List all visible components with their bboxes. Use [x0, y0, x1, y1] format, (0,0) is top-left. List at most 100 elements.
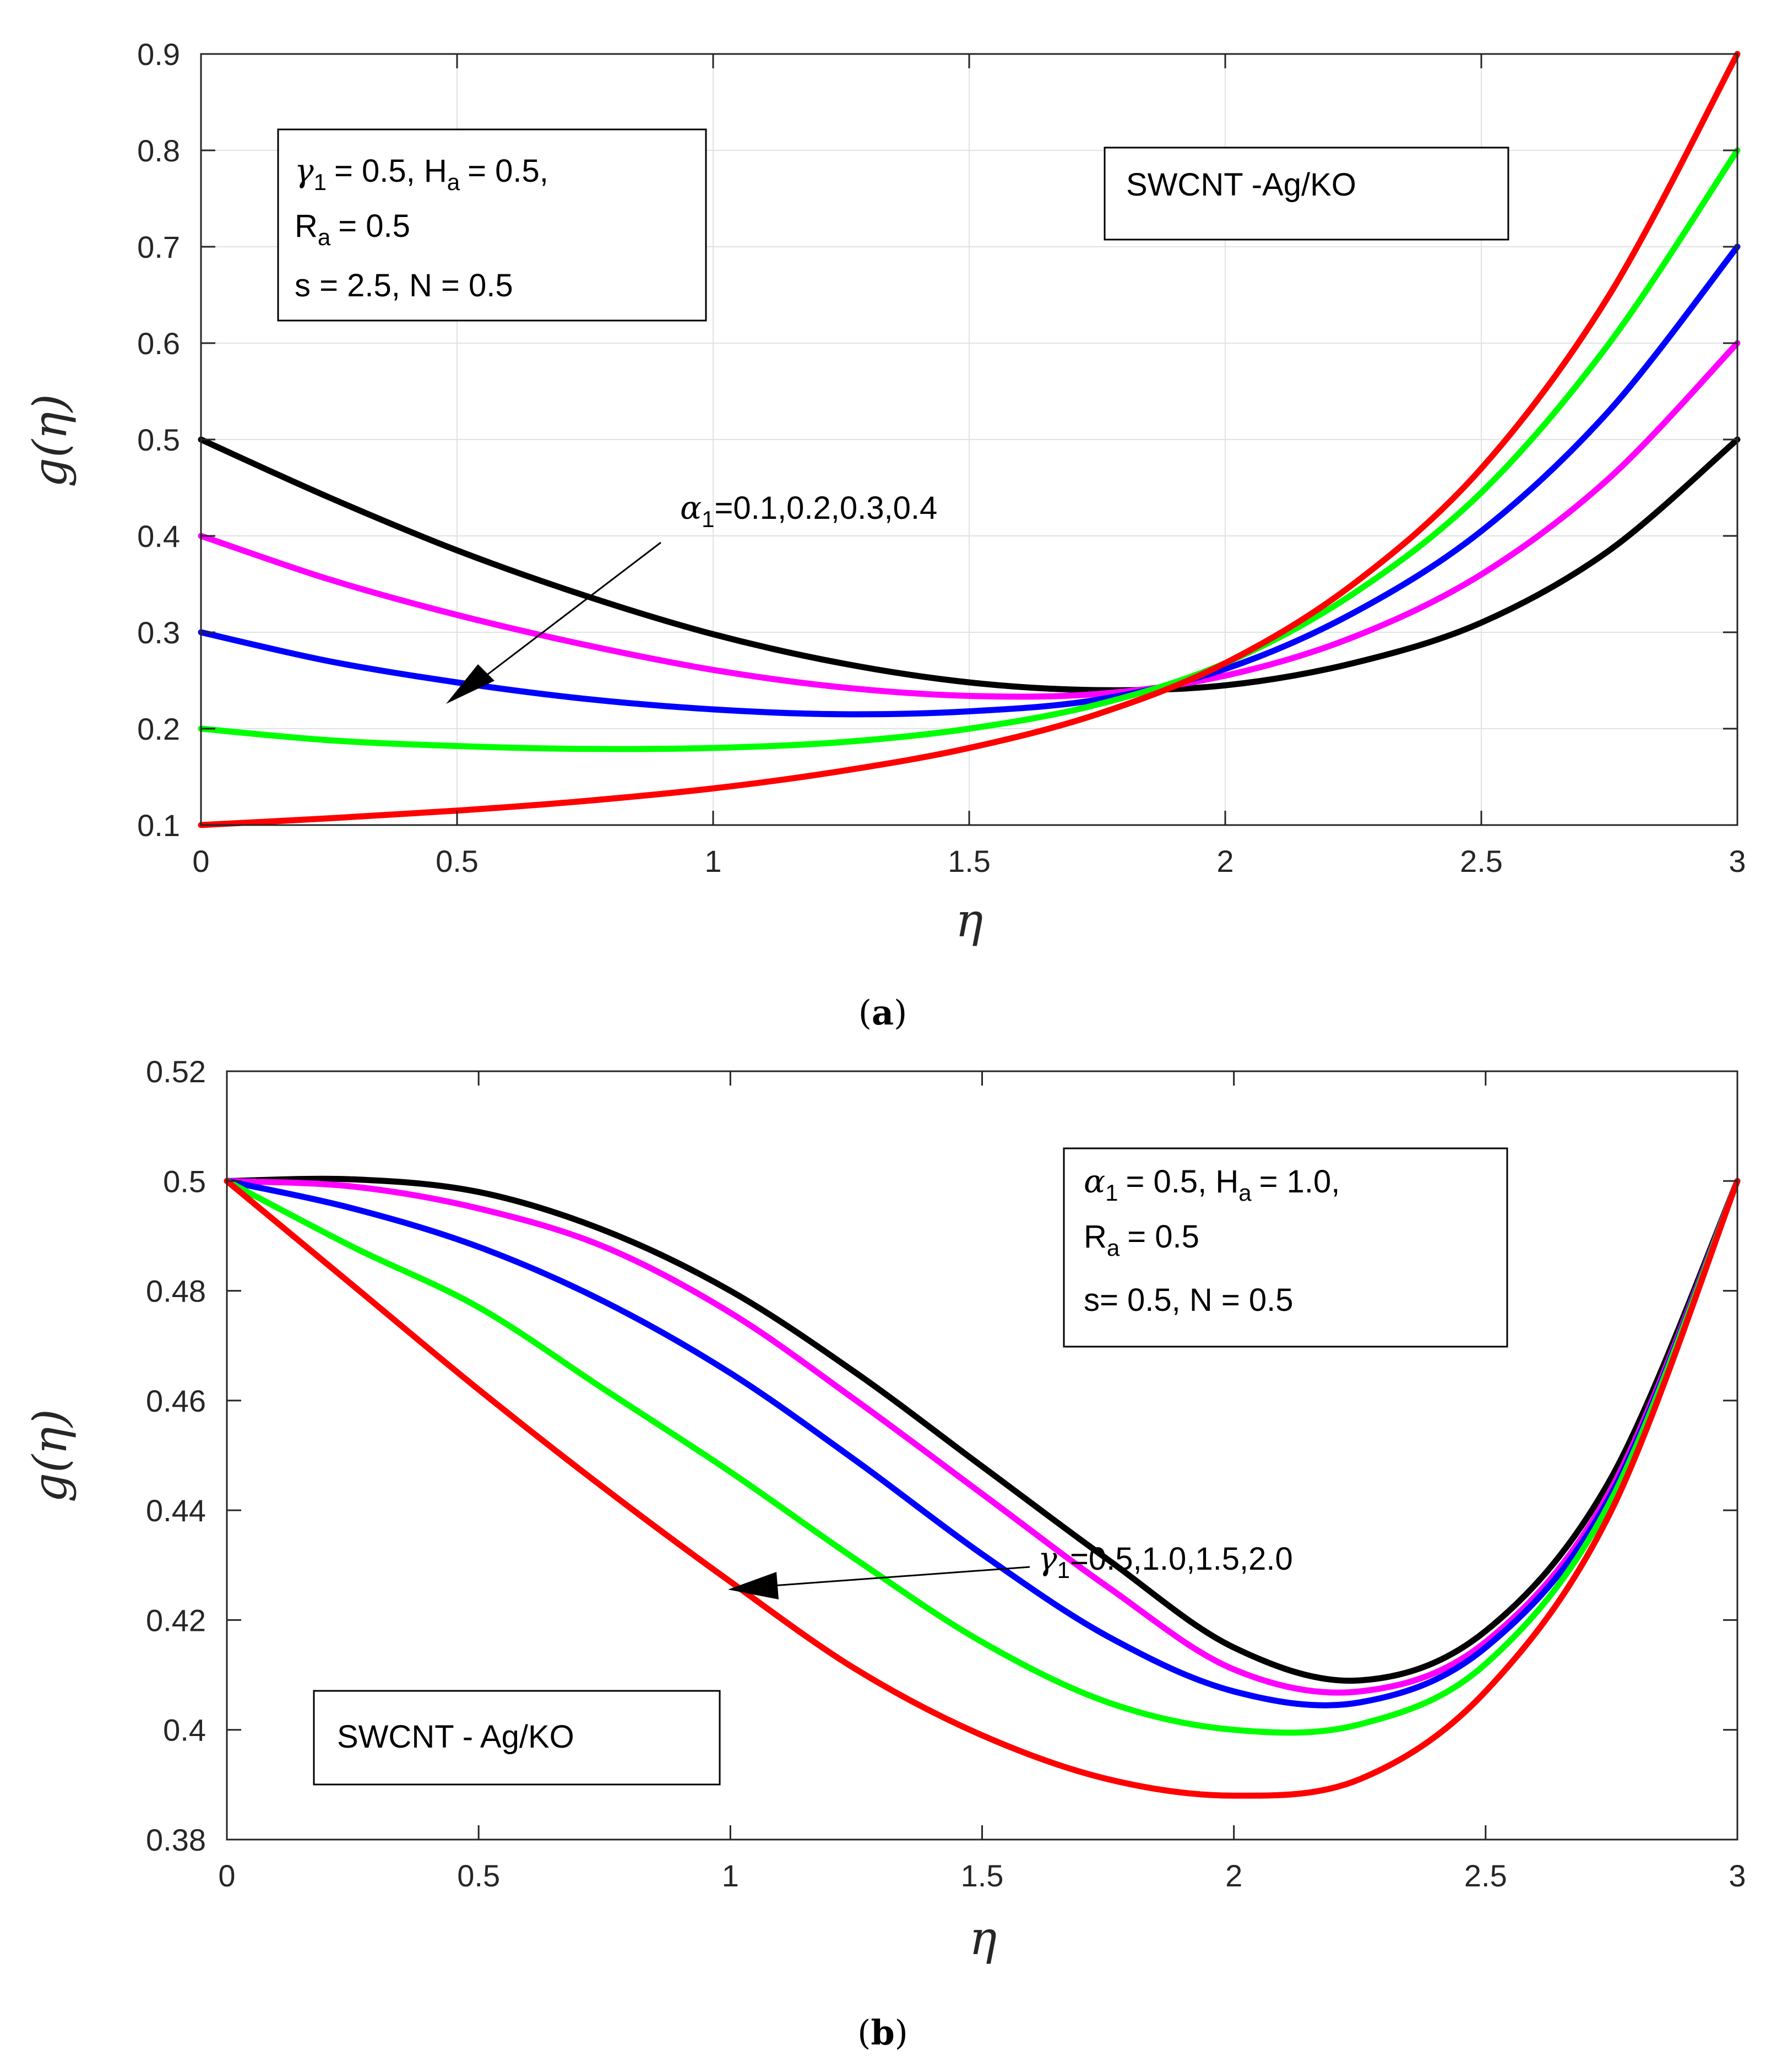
ticks-a: 0 0.5 1 1.5 2 2.5 3 0.1 0.2 0.3 0.4 0.5 0.6 0.7 0.8 0.9 — [137, 37, 1746, 878]
y-tick-label: 0.46 — [146, 1384, 206, 1418]
params-b-alpha-subscript: 1 — [1105, 1180, 1118, 1206]
material-box-b-frame — [313, 1690, 721, 1786]
params-b-r-subscript: a — [1107, 1235, 1120, 1261]
material-box-a: SWCNT -Ag/KO — [1104, 147, 1509, 241]
params-b-line1: α1 = 0.5, Ha = 1.0, — [1084, 1163, 1340, 1206]
params-box-b-frame — [1063, 1147, 1508, 1348]
params-a-line2: Ra = 0.5 — [295, 208, 410, 250]
material-label-b: SWCNT - Ag/KO — [337, 1719, 574, 1755]
params-a-line2-tail: = 0.5 — [338, 208, 410, 244]
x-tick-label: 3 — [1729, 1858, 1746, 1893]
x-axis-label-b: η — [969, 1911, 997, 1965]
annotation-a-subscript: 1 — [702, 506, 714, 532]
annotation-b-symbol: γ — [1038, 1540, 1057, 1577]
series-line-b-4 — [224, 1178, 1741, 1736]
series-line-a-4 — [198, 147, 1741, 752]
x-tick-label: 1 — [704, 844, 721, 878]
caption-b-letter: b — [871, 2013, 894, 2053]
y-tick-label: 0.6 — [137, 326, 180, 361]
ticks-b: 0 0.5 1 1.5 2 2.5 3 0.38 0.4 0.42 0.44 0.46 0.48 0.5 0… — [146, 1054, 1746, 1893]
x-tick-label: 0.5 — [436, 844, 479, 878]
y-tick-label: 0.9 — [137, 37, 180, 72]
x-tick-label: 2.5 — [1460, 844, 1503, 878]
series-line-a-5 — [198, 51, 1741, 828]
params-a-gamma-symbol: γ — [295, 152, 314, 189]
x-tick-label: 0 — [218, 1858, 235, 1893]
params-b-line2: Ra = 0.5 — [1084, 1219, 1199, 1261]
x-tick-label: 3 — [1729, 844, 1746, 878]
annotation-b-arrow-head — [728, 1572, 779, 1599]
y-tick-label: 0.2 — [137, 712, 180, 746]
series-line-b-1 — [224, 1175, 1741, 1684]
params-b-line3: s= 0.5, N = 0.5 — [1084, 1282, 1293, 1318]
annotation-b-text: γ1=0.5,1.0,1.5,2.0 — [1038, 1540, 1293, 1583]
params-b-r-symbol: R — [1084, 1219, 1107, 1255]
series-lines-a — [198, 51, 1741, 828]
chart-panel-a: 0 0.5 1 1.5 2 2.5 3 0.1 0.2 0.3 0.4 0.5 0.6 0.7 0.8 0.9… — [23, 37, 1746, 1033]
y-tick-label: 0.7 — [137, 230, 180, 264]
params-a-r-subscript: a — [318, 224, 331, 250]
params-box-a-frame — [277, 128, 707, 322]
params-box-a: γ1 = 0.5, Ha = 0.5, Ra = 0.5 s = 2.5, N = 0… — [277, 128, 707, 322]
params-a-line1-tail: = 0.5, — [468, 153, 548, 189]
params-a-line3: s = 2.5, N = 0.5 — [295, 268, 513, 303]
annotation-a-text: α1=0.1,0.2,0.3,0.4 — [680, 489, 937, 532]
annotation-a-arrow-line — [476, 541, 661, 684]
x-axis-label-a: η — [955, 893, 983, 947]
annotation-a-symbol: α — [680, 489, 702, 527]
y-tick-label: 0.3 — [137, 615, 180, 650]
annotation-b-values: =0.5,1.0,1.5,2.0 — [1070, 1541, 1293, 1577]
caption-a: (a) — [858, 992, 908, 1033]
y-tick-label: 0.52 — [146, 1054, 206, 1089]
params-b-line1-tail: = 1.0, — [1259, 1164, 1340, 1200]
material-label-a: SWCNT -Ag/KO — [1126, 167, 1356, 203]
annotation-b-arrow-line — [765, 1566, 1030, 1587]
params-box-b: α1 = 0.5, Ha = 1.0, Ra = 0.5 s= 0.5, N = 0.… — [1063, 1147, 1508, 1348]
params-a-r-symbol: R — [295, 208, 318, 244]
y-tick-label: 0.5 — [163, 1164, 206, 1198]
params-a-gamma-subscript: 1 — [314, 169, 327, 195]
series-line-a-1 — [198, 436, 1741, 693]
caption-a-letter: a — [872, 992, 894, 1033]
params-b-line1-text: = 0.5, H — [1126, 1164, 1239, 1200]
material-box-a-frame — [1104, 147, 1509, 241]
y-tick-label: 0.4 — [137, 519, 180, 554]
y-tick-label: 0.1 — [137, 808, 180, 843]
x-tick-label: 1 — [722, 1858, 739, 1893]
y-tick-label: 0.4 — [163, 1713, 206, 1748]
params-b-alpha-symbol: α — [1084, 1163, 1105, 1200]
annotation-a-arrow-head — [446, 664, 495, 704]
x-tick-label: 1.5 — [948, 844, 991, 878]
params-a-line1-text: = 0.5, H — [334, 153, 447, 189]
y-axis-label-b: g(η) — [23, 1409, 77, 1503]
x-tick-label: 2 — [1216, 844, 1234, 878]
caption-b: (b) — [857, 2013, 908, 2053]
series-line-a-3 — [198, 243, 1741, 718]
x-tick-label: 0.5 — [457, 1858, 500, 1893]
x-tick-label: 0 — [192, 844, 209, 878]
series-line-b-2 — [224, 1178, 1741, 1696]
annotation-b: γ1=0.5,1.0,1.5,2.0 — [728, 1540, 1293, 1599]
y-tick-label: 0.8 — [137, 133, 180, 168]
params-a-line1: γ1 = 0.5, Ha = 0.5, — [295, 152, 548, 195]
x-tick-label: 2 — [1225, 1858, 1242, 1893]
x-tick-label: 2.5 — [1464, 1858, 1507, 1893]
y-tick-label: 0.5 — [137, 422, 180, 457]
chart-panel-b: 0 0.5 1 1.5 2 2.5 3 0.38 0.4 0.42 0.44 0.46 0.48 0.5 0… — [23, 1054, 1746, 2053]
y-axis-label-a: g(η) — [23, 394, 77, 487]
y-tick-label: 0.44 — [146, 1493, 206, 1528]
annotation-a-values: =0.1,0.2,0.3,0.4 — [715, 490, 938, 526]
series-lines-b — [224, 1175, 1741, 1799]
series-line-b-5 — [224, 1178, 1741, 1799]
material-box-b: SWCNT - Ag/KO — [313, 1690, 721, 1786]
params-b-line2-tail: = 0.5 — [1127, 1219, 1199, 1255]
annotation-a: α1=0.1,0.2,0.3,0.4 — [446, 489, 937, 704]
y-tick-label: 0.48 — [146, 1274, 206, 1309]
series-line-b-3 — [224, 1178, 1741, 1708]
x-tick-label: 1.5 — [961, 1858, 1004, 1893]
params-b-h-subscript: a — [1238, 1180, 1252, 1206]
annotation-b-subscript: 1 — [1057, 1557, 1070, 1583]
series-line-a-2 — [198, 340, 1741, 700]
params-a-h-subscript: a — [447, 169, 460, 195]
